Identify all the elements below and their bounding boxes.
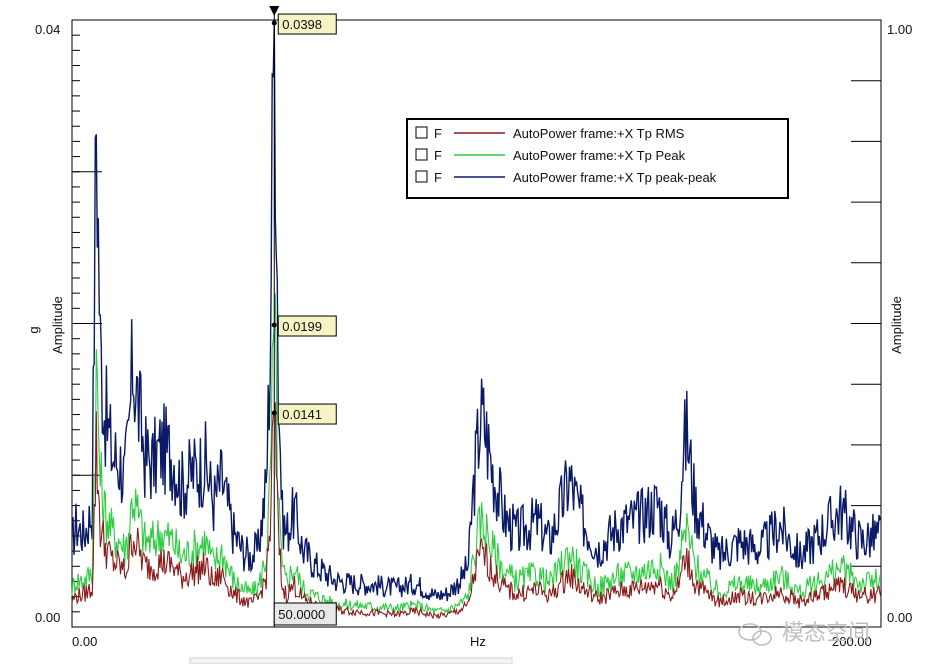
legend-checkbox[interactable] xyxy=(415,148,428,161)
right-axis-ticks xyxy=(851,19,881,628)
peak-marker-dot xyxy=(271,410,277,416)
series-line xyxy=(71,22,882,602)
x-min-label: 0.00 xyxy=(72,634,97,649)
y-left-max-label: 0.04 xyxy=(35,22,60,37)
legend-flag: F xyxy=(434,126,442,141)
peak-marker-box xyxy=(277,315,337,337)
legend-label: AutoPower frame:+X Tp peak-peak xyxy=(513,170,717,185)
legend-label: AutoPower frame:+X Tp RMS xyxy=(513,126,685,141)
cursor-arrow-icon[interactable] xyxy=(269,6,280,16)
legend-box xyxy=(406,118,789,199)
legend-flag: F xyxy=(434,148,442,163)
y-left-unit: g xyxy=(26,326,41,333)
peak-marker-box xyxy=(277,403,337,425)
wechat-icon xyxy=(738,623,772,646)
legend-flag: F xyxy=(434,170,442,185)
series-line xyxy=(71,402,882,620)
y-right-min-label: 0.00 xyxy=(887,610,912,625)
peak-marker-dot xyxy=(271,20,277,26)
watermark-text: 模态空间 xyxy=(782,621,870,646)
cursor-x-readout: 50.0000 xyxy=(273,602,337,626)
legend-checkbox[interactable] xyxy=(415,170,428,183)
x-max-label: 200.00 xyxy=(832,634,872,649)
horizontal-scrollbar[interactable] xyxy=(189,657,513,664)
y-left-title: Amplitude xyxy=(50,296,65,354)
peak-marker-label: 0.0199 xyxy=(282,319,322,334)
x-axis-title: Hz xyxy=(470,634,486,649)
peak-marker-box xyxy=(277,13,337,35)
peak-marker-label: 0.0141 xyxy=(282,407,322,422)
peak-marker-label: 0.0398 xyxy=(282,17,322,32)
legend-label: AutoPower frame:+X Tp Peak xyxy=(513,148,686,163)
series-layer xyxy=(71,22,882,620)
legend-checkbox[interactable] xyxy=(415,126,428,139)
y-right-title: Amplitude xyxy=(889,296,904,354)
y-left-min-label: 0.00 xyxy=(35,610,60,625)
series-line xyxy=(71,293,882,614)
y-right-max-label: 1.00 xyxy=(887,22,912,37)
peak-markers: 0.0398 0.0199 0.0141 xyxy=(271,13,337,425)
watermark: 模态空间 xyxy=(738,621,870,646)
legend: F AutoPower frame:+X Tp RMS F AutoPower fra… xyxy=(406,118,789,199)
peak-marker-dot xyxy=(271,322,277,328)
cursor-x-label: 50.0000 xyxy=(278,607,325,622)
